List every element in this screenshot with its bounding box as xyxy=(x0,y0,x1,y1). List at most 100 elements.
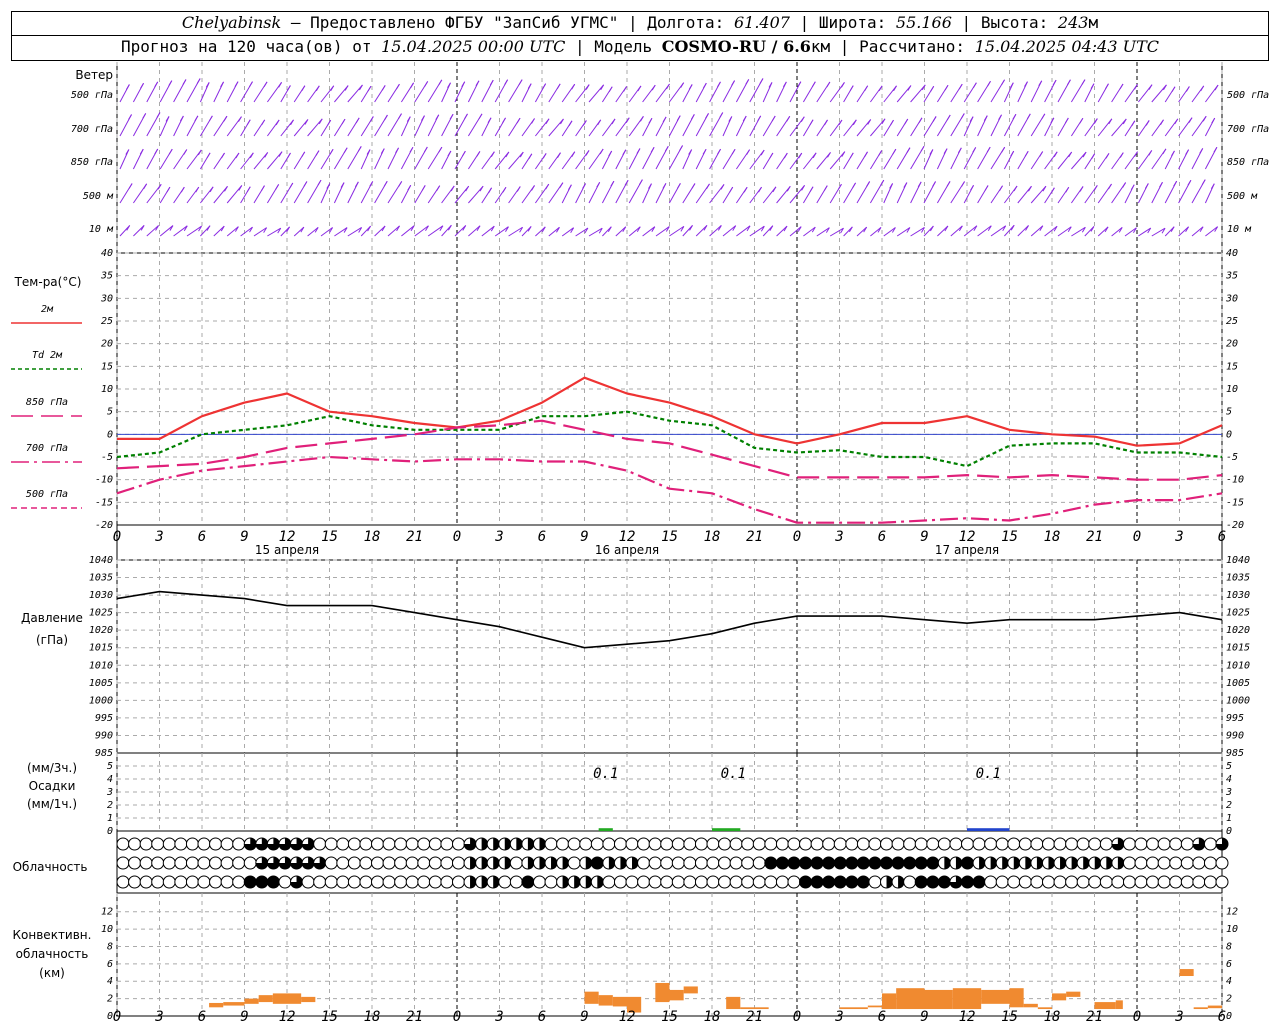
ytick-right-temp: -15 xyxy=(1226,497,1244,508)
x-day-label: 17 апреля xyxy=(935,543,999,557)
wind-barb-flag xyxy=(277,227,282,234)
conv-bar xyxy=(924,989,953,1010)
conv-bar xyxy=(839,1007,868,1010)
cloud-circle xyxy=(359,856,373,870)
cloud-circle xyxy=(752,837,766,851)
wind-barb-flag xyxy=(194,115,199,122)
wind-barb-flag xyxy=(987,80,991,87)
ytick-conv: 2 xyxy=(107,994,113,1005)
prec-annotation: 0.1 xyxy=(593,766,618,782)
cloud-circle xyxy=(417,875,431,889)
wind-barb-flag xyxy=(125,149,130,155)
cloud-circle xyxy=(706,856,720,870)
wind-barb-flag xyxy=(541,226,546,233)
cloud-fill-partial xyxy=(1111,838,1124,850)
wind-barb-flag xyxy=(650,147,655,153)
wind-barb-flag xyxy=(1090,83,1095,89)
wind-barb xyxy=(910,227,925,237)
cloud-fill-full xyxy=(776,857,789,869)
cloud-circle xyxy=(752,875,766,889)
cloud-circle xyxy=(232,837,246,851)
cloud-fill-full xyxy=(926,857,939,869)
x-hour-tick: 0 xyxy=(113,529,121,545)
wind-barb xyxy=(937,225,949,237)
x-hour-tick: 6 xyxy=(1218,529,1226,545)
wind-barb xyxy=(173,225,188,237)
cloud-circle xyxy=(440,837,454,851)
cloud-circle xyxy=(509,875,523,889)
wind-barb-flag xyxy=(464,113,468,120)
pres-title: Давление xyxy=(21,611,83,625)
wind-barb-flag xyxy=(478,113,483,120)
ytick-temp: 30 xyxy=(100,293,113,304)
cloud-fill-partial xyxy=(516,838,523,850)
wind-barb xyxy=(1030,225,1044,237)
x-hour-tick-bottom: 12 xyxy=(619,1009,636,1024)
cloud-circle xyxy=(1041,837,1055,851)
x-hour-tick: 0 xyxy=(793,529,801,545)
wind-barb-flag xyxy=(585,150,590,156)
wind-barb-flag xyxy=(423,146,428,153)
wind-barb-flag xyxy=(1024,150,1029,157)
wind-barb xyxy=(548,118,564,137)
wind-barb-flag xyxy=(932,181,936,187)
wind-barb-flag xyxy=(366,149,371,155)
wind-barb-flag xyxy=(771,115,776,122)
wind-barb-flag xyxy=(648,117,653,124)
cloud-circle xyxy=(694,875,708,889)
cloud-circle xyxy=(810,837,824,851)
wind-barb-flag xyxy=(354,181,359,188)
wind-barb-flag xyxy=(447,150,452,157)
wind-barb-flag xyxy=(1145,120,1150,126)
wind-barb-flag xyxy=(542,153,547,159)
wind-barb-flag xyxy=(662,116,667,123)
wind-barb-flag xyxy=(929,149,934,155)
conv-unit: (км) xyxy=(39,966,65,980)
wind-barb-flag xyxy=(396,225,400,232)
wind-barb-flag xyxy=(1134,151,1138,157)
cloud-circle xyxy=(567,837,581,851)
wind-barb-flag xyxy=(343,227,348,233)
wind-barb-flag xyxy=(1199,226,1204,232)
alt-label: Высота: xyxy=(980,13,1049,32)
wind-barb-flag xyxy=(198,225,202,232)
ytick-temp: 25 xyxy=(101,316,113,327)
conv-bar xyxy=(223,1002,245,1006)
wind-barb xyxy=(588,84,605,103)
wind-barb xyxy=(133,225,145,237)
wind-barb-flag xyxy=(809,186,814,192)
wind-barb-flag xyxy=(330,85,335,92)
wind-barb-flag xyxy=(783,225,788,232)
wind-barb-flag xyxy=(502,117,506,124)
cloud-circle xyxy=(937,837,951,851)
wind-barb-flag xyxy=(930,85,935,92)
wind-barb-flag xyxy=(1122,118,1127,125)
ytick-right-prec: 1 xyxy=(1226,813,1232,824)
wind-barb-flag xyxy=(596,182,601,188)
wind-barb-flag xyxy=(918,117,923,124)
cloud-circle xyxy=(625,837,639,851)
wind-barb-flag xyxy=(519,151,524,158)
cloud-circle xyxy=(556,837,570,851)
x-hour-tick-bottom: 9 xyxy=(580,1009,588,1024)
wind-barb xyxy=(1071,226,1086,237)
cloud-circle xyxy=(660,856,674,870)
cloud-circle xyxy=(775,837,789,851)
cloud-circle xyxy=(405,875,419,889)
lat-value: 55.166 xyxy=(895,13,952,32)
wind-barb-flag xyxy=(165,116,170,122)
wind-barb-flag xyxy=(318,118,323,125)
cloud-circle xyxy=(625,875,639,889)
wind-barb xyxy=(293,119,309,137)
wind-barb-flag xyxy=(1122,182,1127,188)
wind-barb-flag xyxy=(921,227,925,233)
wind-level-label-right: 500 гПа xyxy=(1227,90,1269,101)
cloud-circle xyxy=(1203,837,1217,851)
wind-barb-flag xyxy=(986,146,991,153)
header-line-2: Прогноз на 120 часа(ов) от 15.04.2025 00… xyxy=(11,35,1269,61)
cloud-fill-full xyxy=(903,857,916,869)
cloud-circle xyxy=(637,856,651,870)
wind-barb-flag xyxy=(425,225,429,232)
x-hour-tick: 3 xyxy=(154,529,163,545)
cloud-circle xyxy=(336,856,350,870)
